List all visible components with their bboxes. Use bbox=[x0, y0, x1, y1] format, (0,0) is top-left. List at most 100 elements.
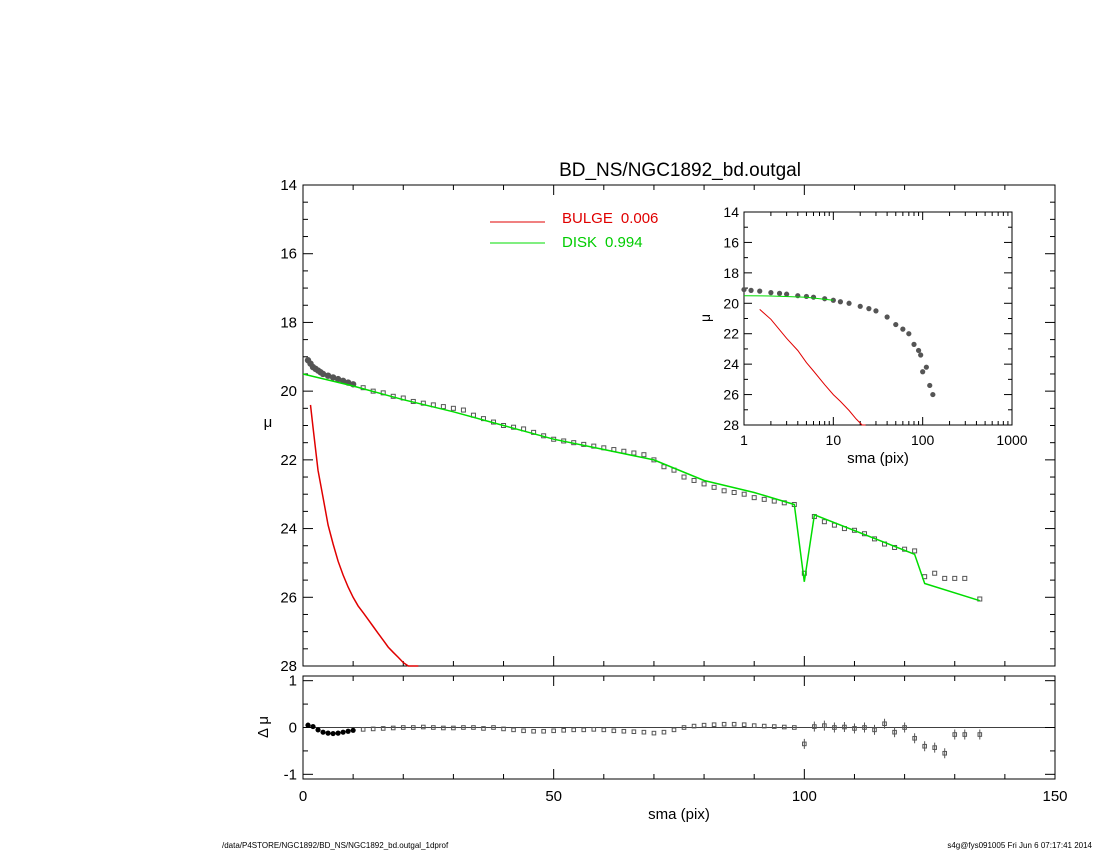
inset-observed-point bbox=[918, 352, 924, 358]
residual-point bbox=[390, 725, 396, 731]
inset-observed-point bbox=[837, 299, 844, 305]
main-y-tick-label: 20 bbox=[280, 383, 297, 400]
residual-point bbox=[731, 721, 737, 727]
residual-point bbox=[305, 722, 311, 728]
residual-point bbox=[431, 725, 436, 730]
inset-observed-point bbox=[776, 290, 783, 296]
inset-observed-point bbox=[822, 296, 828, 302]
residual-point bbox=[671, 727, 677, 733]
residual-point bbox=[340, 729, 346, 735]
residual-point bbox=[651, 730, 657, 736]
observed-point bbox=[681, 474, 687, 480]
inset-series-bulge-line bbox=[759, 309, 866, 426]
residual-x-tick-label: 50 bbox=[545, 788, 562, 805]
residual-y-tick-label: 0 bbox=[289, 720, 297, 737]
inset-observed-point bbox=[893, 321, 899, 328]
inset-profile-panel: μ sma (pix) 1 10 100 1000 14 16 18 20 22 24 26 28 bbox=[697, 204, 1028, 467]
observed-point bbox=[450, 405, 456, 411]
residual-xlabel: sma (pix) bbox=[648, 806, 710, 823]
observed-point bbox=[701, 481, 707, 487]
residual-point bbox=[380, 726, 386, 731]
residual-point bbox=[400, 725, 406, 730]
residual-point bbox=[521, 728, 526, 734]
observed-point bbox=[912, 548, 918, 554]
residual-point bbox=[320, 729, 326, 735]
inset-x-tick-label: 10 bbox=[826, 432, 842, 448]
inset-y-tick-label: 16 bbox=[723, 234, 739, 250]
residual-point bbox=[641, 729, 647, 735]
residual-point bbox=[345, 728, 351, 734]
observed-point bbox=[751, 495, 757, 501]
inset-observed-point bbox=[906, 331, 912, 337]
observed-point bbox=[641, 452, 647, 458]
inset-x-tick-label: 1 bbox=[740, 432, 748, 448]
observed-point bbox=[324, 372, 332, 379]
inset-observed-point bbox=[830, 297, 836, 303]
residual-point bbox=[631, 729, 637, 735]
residual-y-tick-label: 1 bbox=[289, 673, 297, 690]
main-y-tick-label: 16 bbox=[280, 246, 297, 263]
observed-point bbox=[711, 484, 717, 490]
inset-y-tick-label: 24 bbox=[723, 356, 739, 372]
inset-observed-point bbox=[900, 326, 906, 332]
inset-observed-point bbox=[873, 308, 879, 314]
residual-ylabel: Δ μ bbox=[255, 716, 272, 738]
inset-observed-point bbox=[930, 391, 936, 398]
residual-point bbox=[410, 725, 416, 730]
residual-point bbox=[601, 727, 607, 733]
inset-observed-point bbox=[846, 300, 852, 306]
residual-point bbox=[335, 730, 341, 736]
inset-series-disk-line bbox=[743, 295, 834, 301]
legend-bulge-label: BULGE 0.006 bbox=[562, 210, 658, 227]
residual-point bbox=[741, 722, 747, 727]
inset-observed-point bbox=[784, 291, 790, 297]
residual-point bbox=[441, 725, 446, 731]
inset-y-tick-label: 18 bbox=[723, 265, 739, 281]
observed-point bbox=[440, 404, 446, 410]
series-bulge-line bbox=[309, 404, 419, 667]
observed-point bbox=[339, 377, 347, 385]
residual-y-tick-label: -1 bbox=[284, 766, 297, 783]
inset-y-tick-label: 28 bbox=[723, 417, 739, 433]
residual-point bbox=[751, 723, 757, 728]
residual-x-tick-label: 100 bbox=[792, 788, 817, 805]
observed-point bbox=[821, 519, 827, 525]
residual-point bbox=[561, 728, 566, 733]
residual-point bbox=[591, 727, 597, 732]
main-y-tick-label: 28 bbox=[280, 658, 297, 675]
observed-point bbox=[731, 489, 737, 495]
residual-point bbox=[491, 725, 496, 730]
inset-y-tick-label: 22 bbox=[723, 326, 739, 342]
observed-point bbox=[319, 370, 327, 378]
inset-plot-frame bbox=[743, 211, 1013, 426]
inset-observed-point bbox=[927, 382, 933, 389]
observed-point bbox=[460, 407, 466, 413]
inset-observed-point bbox=[884, 314, 890, 320]
observed-point bbox=[942, 575, 948, 581]
observed-point bbox=[691, 477, 697, 483]
observed-point bbox=[932, 570, 938, 576]
inset-x-tick-label: 100 bbox=[911, 432, 935, 448]
chart-title: BD_NS/NGC1892_bd.outgal bbox=[559, 160, 801, 181]
main-y-tick-label: 24 bbox=[280, 521, 297, 538]
residual-point bbox=[721, 721, 727, 727]
main-y-tick-label: 22 bbox=[280, 452, 297, 469]
observed-point bbox=[329, 374, 337, 381]
residual-point bbox=[711, 722, 717, 727]
footer-path: /data/P4STORE/NGC1892/BD_NS/NGC1892_bd.o… bbox=[222, 841, 449, 850]
inset-observed-point bbox=[915, 347, 922, 354]
main-ylabel: μ bbox=[264, 414, 273, 431]
inset-y-tick-label: 20 bbox=[723, 295, 739, 311]
residual-point bbox=[541, 728, 546, 734]
residual-point bbox=[360, 727, 366, 732]
residual-point bbox=[661, 729, 667, 735]
observed-point bbox=[741, 491, 747, 497]
observed-point bbox=[631, 450, 637, 456]
residual-point bbox=[691, 723, 697, 729]
observed-point bbox=[761, 496, 767, 502]
main-y-tick-label: 18 bbox=[280, 314, 297, 331]
inset-ylabel: μ bbox=[697, 314, 713, 322]
observed-point bbox=[977, 596, 983, 602]
